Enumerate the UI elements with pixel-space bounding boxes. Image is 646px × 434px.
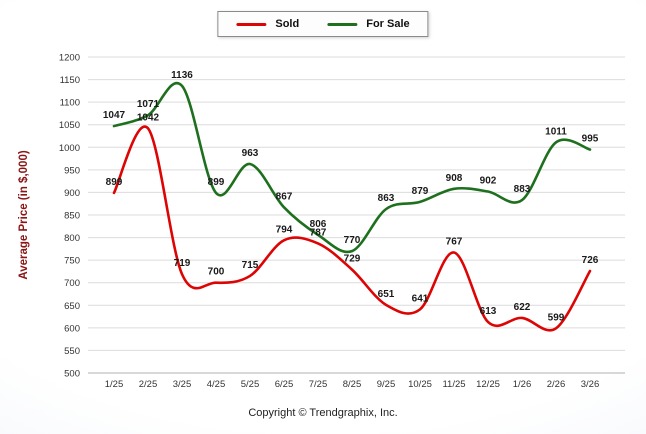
y-tick-label: 550 [64,346,80,357]
legend-label-for-sale: For Sale [366,18,410,30]
x-tick-label: 7/25 [309,379,328,390]
x-tick-label: 3/26 [581,379,600,390]
y-tick-label: 500 [64,369,80,380]
point-label: 1047 [103,110,126,121]
point-label: 613 [480,306,497,317]
price-trend-chart: 500 550 600 650 700 750 800 850 900 950 1000 1050 11… [18,53,625,390]
sold-line-swatch-icon [236,22,267,26]
point-label: 883 [514,184,531,195]
point-label: 599 [548,312,565,323]
y-tick-label: 1100 [60,98,80,109]
x-tick-label: 12/25 [476,379,500,390]
point-label: 729 [344,254,361,265]
y-tick-label: 600 [64,323,80,334]
x-tick-label: 2/26 [547,379,566,390]
point-label: 908 [446,173,463,184]
point-label: 963 [242,148,259,159]
y-tick-label: 1050 [59,120,80,131]
for-sale-line-swatch-icon [327,22,358,26]
point-label: 700 [208,267,225,278]
point-label: 1136 [171,70,193,81]
point-label: 863 [378,193,395,204]
point-label: 1011 [545,126,567,137]
sold-line [112,125,592,332]
point-label: 651 [378,289,395,300]
point-label: 770 [344,235,361,246]
legend-item-sold: Sold [236,18,299,30]
x-tick-label: 8/25 [343,379,362,390]
point-label: 899 [208,177,225,188]
y-tick-label: 900 [64,188,80,199]
point-label: 794 [276,224,293,235]
point-label: 1071 [137,99,160,110]
point-label: 622 [514,302,531,313]
point-label: 1042 [137,112,160,123]
x-tick-label: 2/25 [139,379,158,390]
point-label: 902 [480,176,497,187]
y-tick-label: 950 [64,165,80,176]
point-label: 899 [106,177,123,188]
x-tick-label: 3/25 [173,379,192,390]
point-label: 715 [242,260,259,271]
x-tick-label: 9/25 [377,379,396,390]
y-tick-label: 750 [64,256,80,267]
x-tick-label: 5/25 [241,379,260,390]
x-tick-label: 10/25 [408,379,432,390]
y-tick-label: 800 [64,233,80,244]
legend: Sold For Sale [217,11,429,37]
x-tick-label: 1/26 [513,379,532,390]
y-tick-label: 650 [64,301,80,312]
point-label: 867 [276,191,293,202]
copyright-text: Copyright © Trendgraphix, Inc. [248,407,398,419]
legend-label-sold: Sold [275,18,300,30]
y-tick-label: 1200 [59,53,80,64]
x-tick-label: 11/25 [442,379,465,390]
point-label: 879 [412,186,429,197]
point-label: 767 [446,236,463,247]
y-tick-label: 850 [64,211,80,222]
x-tick-label: 1/25 [105,379,124,390]
point-label: 995 [582,134,599,145]
point-label: 787 [310,227,327,238]
y-tick-label: 1000 [59,143,80,154]
y-tick-label: 1150 [60,75,80,86]
x-tick-label: 6/25 [275,379,294,390]
point-label: 726 [582,255,599,266]
legend-item-for-sale: For Sale [327,18,410,30]
point-label: 641 [412,293,429,304]
y-axis-title: Average Price (in $,000) [18,150,30,280]
point-label: 719 [174,258,191,269]
point-label: 806 [310,219,327,230]
for-sale-line [112,81,592,254]
x-tick-label: 4/25 [207,379,226,390]
y-tick-label: 700 [64,278,80,289]
